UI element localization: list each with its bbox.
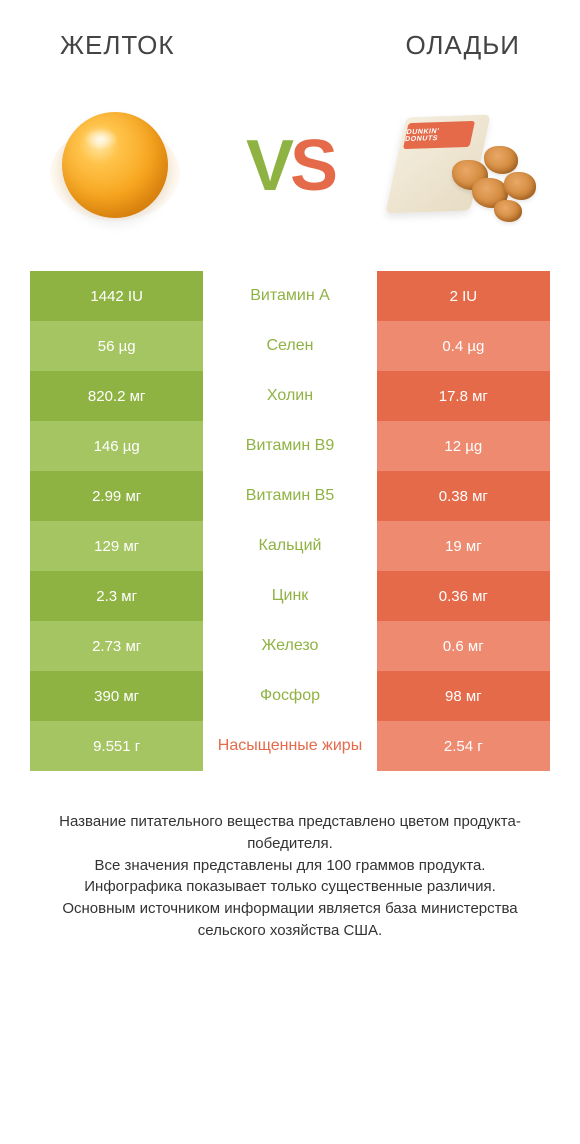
- value-right: 2 IU: [377, 271, 550, 321]
- vs-label: VS: [246, 130, 334, 202]
- value-right: 2.54 г: [377, 721, 550, 771]
- value-left: 390 мг: [30, 671, 203, 721]
- nutrient-label: Железо: [203, 621, 376, 671]
- nutrient-label: Цинк: [203, 571, 376, 621]
- footer-line: Название питательного вещества представл…: [40, 811, 540, 855]
- value-left: 2.3 мг: [30, 571, 203, 621]
- footer-line: Инфографика показывает только существенн…: [40, 876, 540, 898]
- table-row: 2.3 мгЦинк0.36 мг: [30, 571, 550, 621]
- value-right: 0.36 мг: [377, 571, 550, 621]
- value-right: 0.38 мг: [377, 471, 550, 521]
- nutrient-label: Витамин A: [203, 271, 376, 321]
- value-left: 129 мг: [30, 521, 203, 571]
- value-right: 19 мг: [377, 521, 550, 571]
- nutrient-label: Витамин B5: [203, 471, 376, 521]
- table-row: 1442 IUВитамин A2 IU: [30, 271, 550, 321]
- footer-notes: Название питательного вещества представл…: [30, 811, 550, 942]
- value-right: 0.4 µg: [377, 321, 550, 371]
- nutrient-label: Насыщенные жиры: [203, 721, 376, 771]
- footer-line: Основным источником информации является …: [40, 898, 540, 942]
- value-left: 56 µg: [30, 321, 203, 371]
- value-left: 9.551 г: [30, 721, 203, 771]
- table-row: 9.551 гНасыщенные жиры2.54 г: [30, 721, 550, 771]
- footer-line: Все значения представлены для 100 граммо…: [40, 855, 540, 877]
- title-right: ОЛАДЬИ: [405, 30, 520, 61]
- table-row: 390 мгФосфор98 мг: [30, 671, 550, 721]
- value-left: 2.99 мг: [30, 471, 203, 521]
- egg-yolk-icon: [50, 106, 180, 226]
- header-titles: ЖЕЛТОК ОЛАДЬИ: [30, 30, 550, 61]
- value-right: 17.8 мг: [377, 371, 550, 421]
- food-image-right: DUNKIN' DONUTS: [390, 101, 540, 231]
- nutrient-label: Фосфор: [203, 671, 376, 721]
- table-row: 56 µgСелен0.4 µg: [30, 321, 550, 371]
- table-row: 129 мгКальций19 мг: [30, 521, 550, 571]
- bag-brand-label: DUNKIN' DONUTS: [403, 121, 475, 149]
- value-left: 1442 IU: [30, 271, 203, 321]
- table-row: 2.99 мгВитамин B50.38 мг: [30, 471, 550, 521]
- nutrient-label: Кальций: [203, 521, 376, 571]
- vs-s: S: [290, 126, 334, 206]
- value-left: 2.73 мг: [30, 621, 203, 671]
- value-right: 12 µg: [377, 421, 550, 471]
- nutrient-label: Селен: [203, 321, 376, 371]
- table-row: 820.2 мгХолин17.8 мг: [30, 371, 550, 421]
- hashbrowns-icon: DUNKIN' DONUTS: [390, 106, 540, 226]
- table-row: 2.73 мгЖелезо0.6 мг: [30, 621, 550, 671]
- title-left: ЖЕЛТОК: [60, 30, 175, 61]
- nutrient-label: Холин: [203, 371, 376, 421]
- hero-row: VS DUNKIN' DONUTS: [30, 101, 550, 231]
- value-left: 820.2 мг: [30, 371, 203, 421]
- value-right: 0.6 мг: [377, 621, 550, 671]
- table-row: 146 µgВитамин B912 µg: [30, 421, 550, 471]
- infographic: ЖЕЛТОК ОЛАДЬИ VS DUNKIN' DONUTS: [0, 0, 580, 962]
- value-left: 146 µg: [30, 421, 203, 471]
- nutrient-label: Витамин B9: [203, 421, 376, 471]
- value-right: 98 мг: [377, 671, 550, 721]
- food-image-left: [40, 101, 190, 231]
- nutrition-table: 1442 IUВитамин A2 IU56 µgСелен0.4 µg820.…: [30, 271, 550, 771]
- vs-v: V: [246, 126, 290, 206]
